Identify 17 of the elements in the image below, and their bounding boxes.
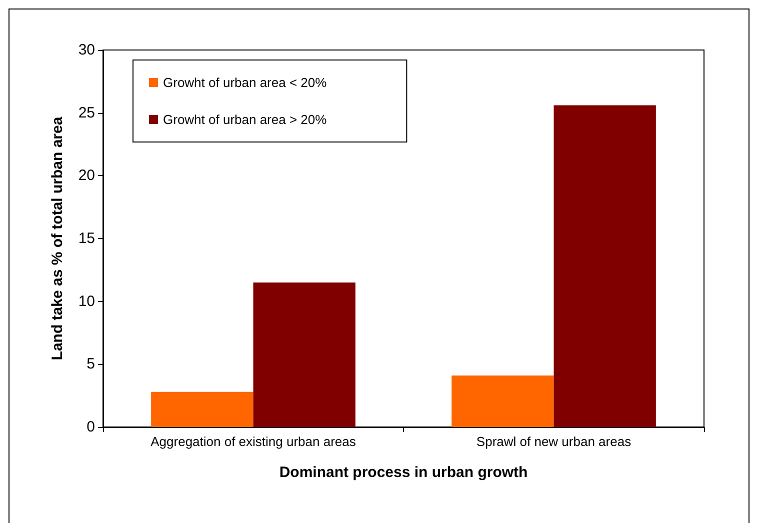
bar — [452, 375, 554, 427]
y-tick-label: 5 — [86, 356, 95, 373]
bar — [151, 392, 254, 427]
x-tick-label: Aggregation of existing urban areas — [150, 434, 356, 449]
y-tick-label: 20 — [78, 167, 95, 184]
bar — [554, 105, 656, 427]
x-axis-title: Dominant process in urban growth — [279, 464, 528, 481]
legend-label: Growht of urban area > 20% — [163, 112, 328, 127]
y-tick-label: 15 — [78, 230, 95, 247]
y-tick-label: 25 — [78, 104, 95, 122]
y-tick-label: 0 — [86, 418, 95, 436]
y-tick-label: 10 — [78, 292, 95, 310]
bar — [253, 282, 356, 427]
x-tick-label: Sprawl of new urban areas — [476, 434, 632, 449]
y-axis-title: Land take as % of total urban area — [49, 116, 66, 360]
legend-label: Growht of urban area < 20% — [163, 75, 328, 90]
y-tick-label: 30 — [78, 42, 95, 58]
